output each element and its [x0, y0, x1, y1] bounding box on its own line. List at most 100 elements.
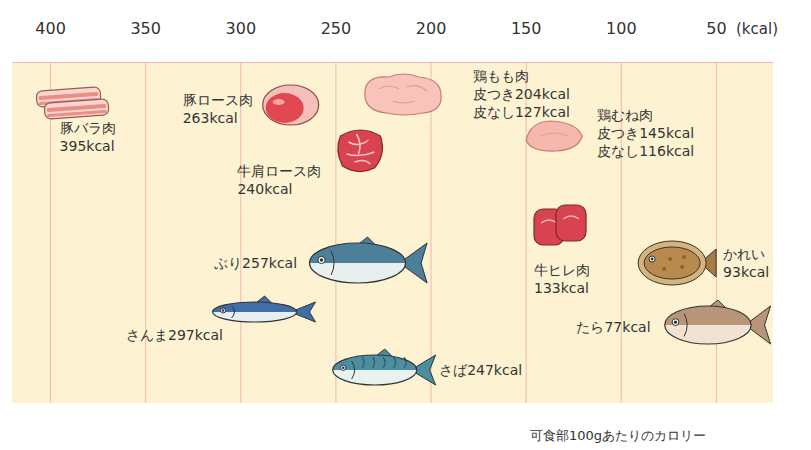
marks: [36, 74, 770, 385]
outline: [310, 243, 406, 283]
tick-label: 400: [35, 19, 66, 38]
back: [333, 355, 417, 370]
item-icon: [213, 296, 316, 322]
spot: [682, 255, 686, 259]
tick-label: 300: [226, 19, 257, 38]
item-icon: [338, 130, 383, 172]
stripe: [373, 357, 375, 368]
marbling: [356, 134, 360, 154]
item-name: 牛ヒレ肉: [534, 262, 590, 278]
eye: [221, 308, 226, 313]
meat: [526, 121, 582, 151]
eye: [318, 256, 325, 263]
plot-background: [12, 62, 773, 403]
item-name: たら: [576, 319, 604, 335]
axis-title: (kcal): [736, 20, 778, 38]
eye: [649, 256, 655, 262]
spot: [680, 265, 684, 269]
grid-line: [145, 62, 146, 403]
value-label: 133kcal: [534, 280, 589, 296]
tick: 400: [35, 19, 66, 403]
note: 可食部100gあたりのカロリー: [530, 428, 706, 443]
item-name: 豚バラ肉: [60, 120, 116, 136]
tick: 250: [321, 19, 352, 403]
tick-label: 250: [321, 19, 352, 38]
value-label: 93kcal: [723, 264, 769, 280]
tick-label: 50: [706, 19, 726, 38]
shine: [273, 99, 285, 105]
pupil: [342, 366, 345, 369]
meat-cut: [266, 93, 304, 123]
grid-line: [240, 62, 241, 403]
grid-line: [431, 62, 432, 403]
back: [213, 302, 297, 312]
marbling: [346, 152, 374, 156]
marbling: [348, 140, 368, 145]
grid-line: [335, 62, 336, 403]
item-name: 豚ロース肉: [183, 92, 253, 108]
value-label: 皮なし116kcal: [597, 143, 694, 159]
stripe: [394, 357, 396, 368]
back: [310, 243, 406, 263]
item-name: 鶏むね肉: [597, 107, 653, 123]
body: [644, 247, 700, 279]
tick-label: 100: [606, 19, 637, 38]
pupil: [674, 320, 677, 323]
fin: [638, 241, 706, 285]
marbling: [354, 160, 370, 164]
spot: [662, 267, 666, 271]
value-label: 297kcal: [168, 327, 223, 343]
data-label: たら77kcal: [576, 319, 650, 335]
body: [310, 243, 406, 283]
gill: [331, 251, 334, 275]
eye: [341, 365, 346, 370]
tick: 300: [226, 19, 257, 403]
tick-label: 200: [416, 19, 447, 38]
back: [665, 306, 751, 325]
pupil: [651, 258, 654, 261]
item-icon: [665, 300, 771, 344]
labels: 豚バラ肉 395kcal 豚ロース肉 263kcal 牛肩ロース肉 240kcal 鶏もも肉…: [60, 68, 770, 378]
spot: [668, 257, 672, 261]
body: [665, 306, 751, 344]
meat: [556, 205, 586, 241]
gill: [352, 361, 355, 379]
meat: [365, 74, 441, 115]
item-name: 鶏もも肉: [473, 68, 529, 84]
stripe: [362, 357, 364, 368]
tick: 100: [606, 19, 637, 403]
data-label: ぶり257kcal: [214, 255, 297, 271]
value-label: 皮なし127kcal: [473, 104, 570, 120]
value-label: 257kcal: [242, 255, 297, 271]
marbling: [541, 220, 557, 223]
grid-line: [716, 62, 717, 403]
slice: [44, 99, 109, 119]
data-label: さんま297kcal: [126, 327, 223, 343]
pupil: [320, 258, 324, 262]
value-label: 皮つき204kcal: [473, 86, 570, 102]
item-icon: [333, 349, 436, 385]
tick-label: 350: [130, 19, 161, 38]
chart: 40035030025020015010050(kcal)可食部100gあたりの…: [0, 0, 811, 450]
axis-line: [13, 62, 774, 63]
x-axis: 40035030025020015010050: [13, 19, 774, 403]
value-label: 240kcal: [237, 181, 292, 197]
body: [333, 355, 417, 385]
outline: [213, 302, 297, 322]
fat: [44, 99, 109, 119]
value-label: 皮つき145kcal: [597, 125, 694, 141]
item-icon: [263, 85, 319, 125]
lean: [47, 110, 107, 117]
item-icon: [638, 241, 716, 285]
value-label: 247kcal: [467, 362, 522, 378]
outline: [333, 355, 417, 385]
value-label: 395kcal: [60, 138, 115, 154]
texture: [379, 86, 399, 89]
value-label: 263kcal: [183, 110, 238, 126]
item-name: ぶり: [214, 255, 242, 271]
gill: [684, 314, 687, 337]
texture: [407, 86, 427, 91]
item-icon: [526, 121, 582, 151]
eye: [672, 319, 679, 326]
item-name: 牛肩ロース肉: [237, 163, 321, 179]
